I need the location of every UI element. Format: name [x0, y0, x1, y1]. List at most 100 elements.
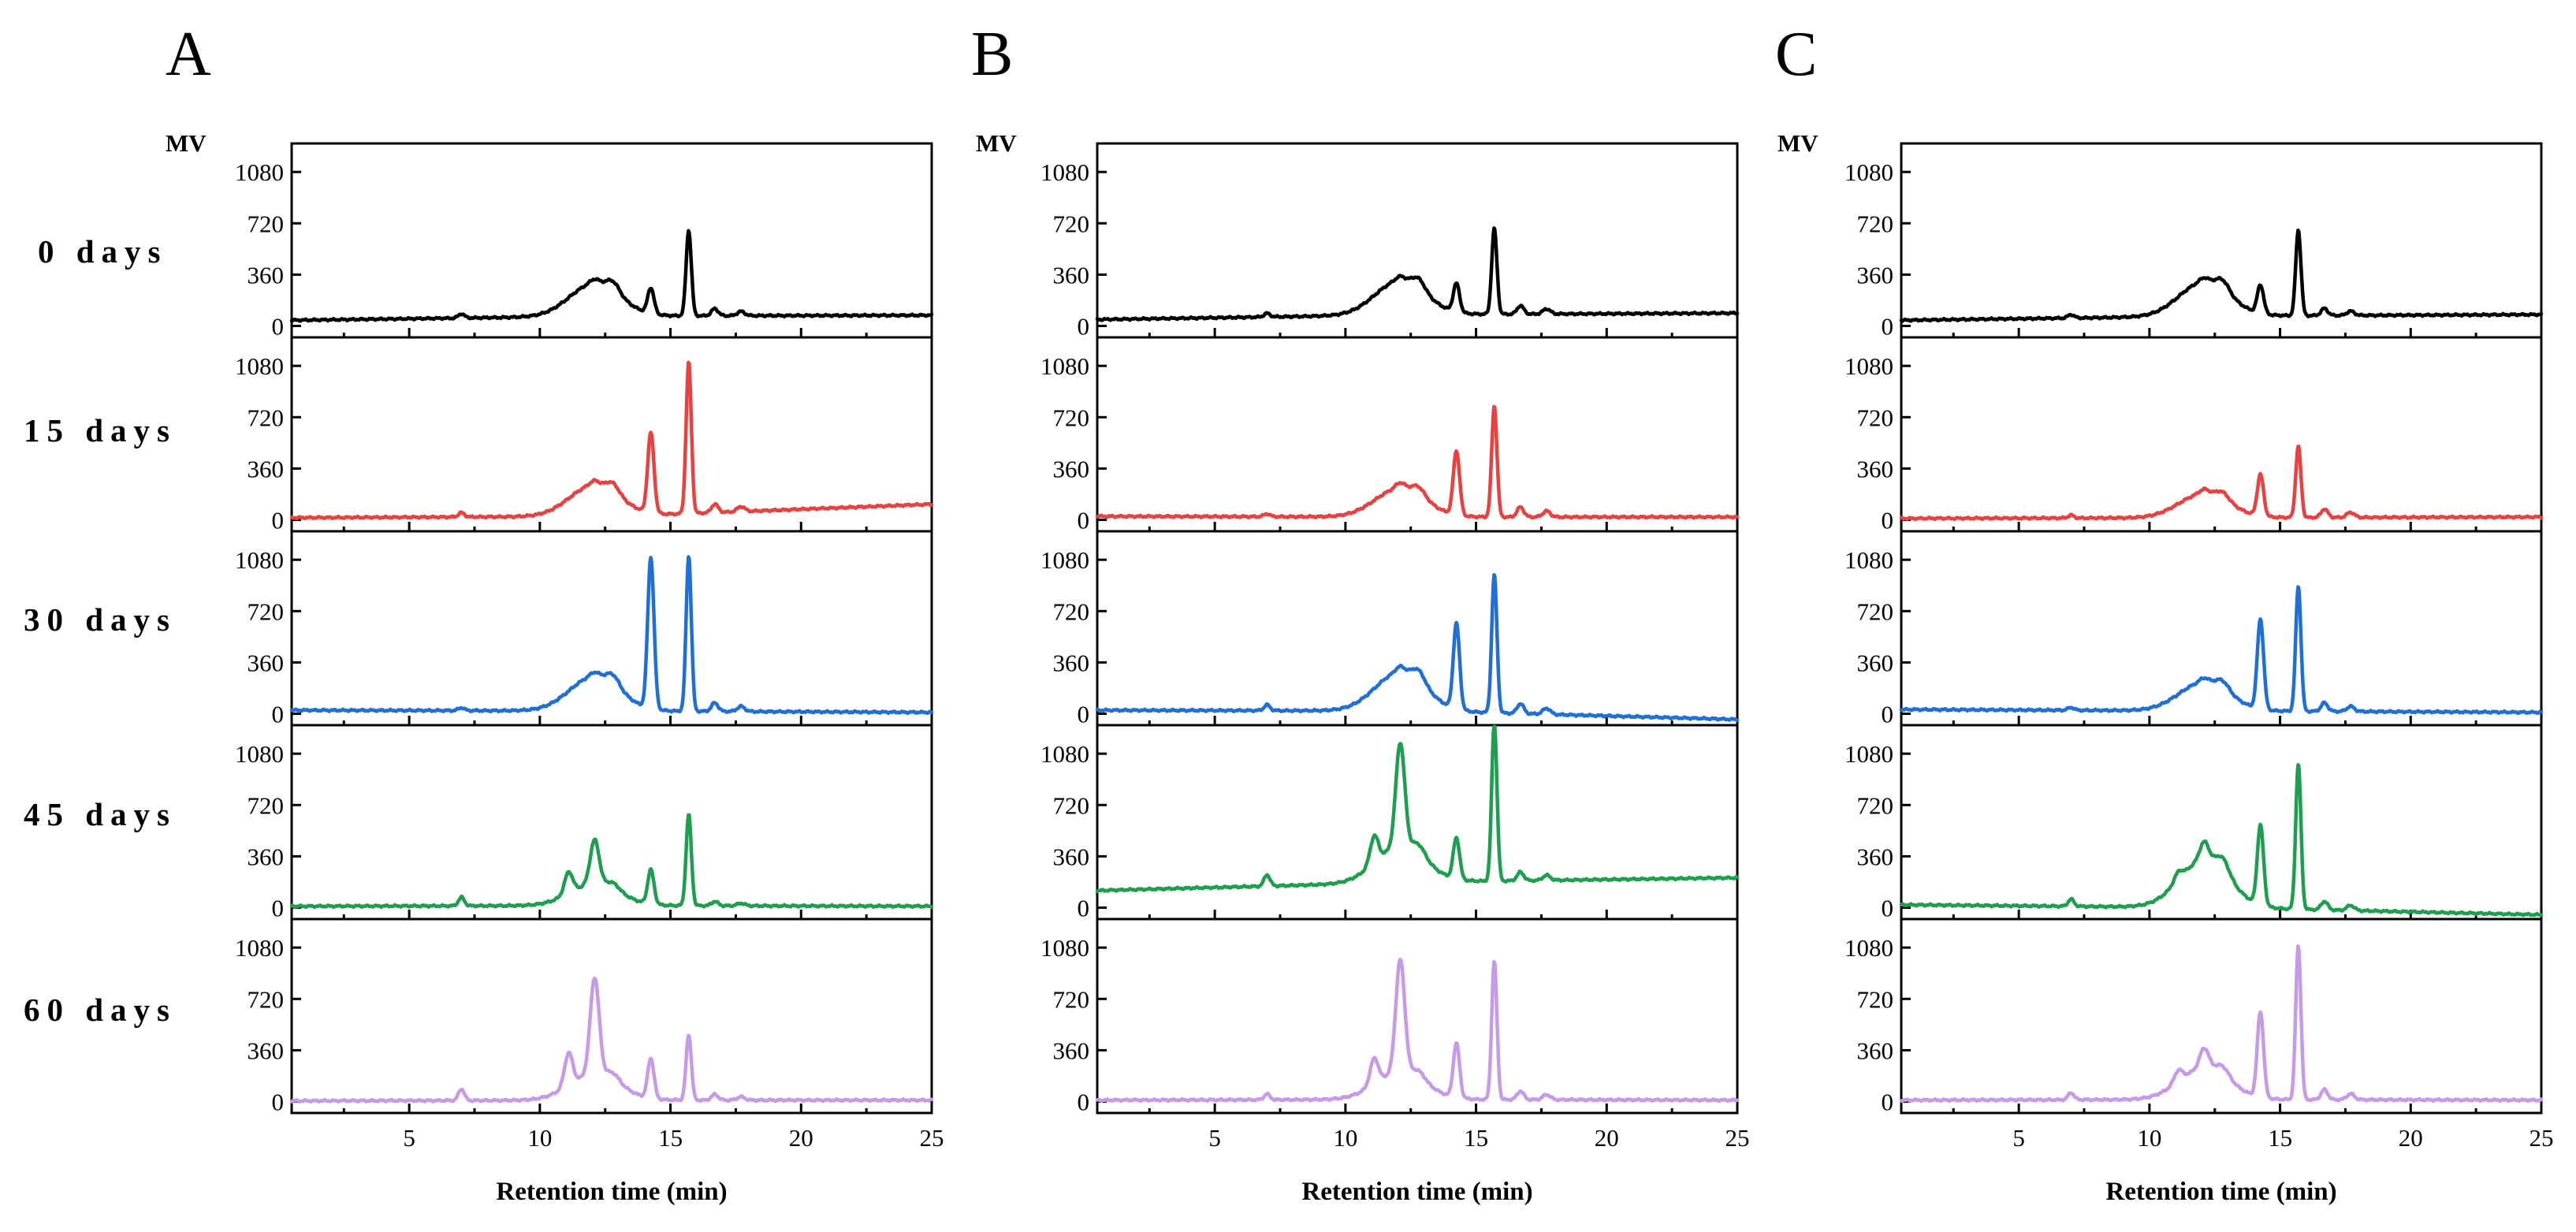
subplot-b-15-days: 0 360 720 1080: [1040, 336, 1740, 534]
plot-frame: [1096, 917, 1739, 1115]
y-tick-label: 1080: [235, 740, 284, 768]
plot-frame: [1900, 336, 2543, 533]
plot-frame: [290, 724, 933, 921]
chromatogram-trace-a-60-days: [289, 976, 934, 1104]
y-tick-label: 360: [248, 261, 285, 288]
chromatogram-trace-b-60-days: [1095, 957, 1740, 1104]
y-tick-label: 720: [1857, 791, 1894, 819]
y-tick-label: 0: [272, 1089, 285, 1116]
x-axis-title-a: Retention time (min): [496, 1178, 727, 1206]
y-tick-label: 720: [1857, 985, 1894, 1013]
chromatogram-trace-c-0-days: [1899, 228, 2544, 323]
plot-frame: [290, 336, 933, 533]
chromatogram-trace-a-15-days: [289, 360, 934, 521]
x-tick-label: 20: [789, 1124, 813, 1152]
plot-frame: [290, 530, 933, 727]
y-tick-label: 360: [1857, 455, 1894, 482]
x-tick-label: 15: [1464, 1124, 1488, 1152]
y-tick-label: 360: [1857, 261, 1894, 288]
y-tick-label: 1080: [1040, 546, 1089, 574]
x-tick-label: 5: [403, 1124, 415, 1152]
row-label-30-days: 30 days: [24, 601, 177, 638]
y-tick-label: 360: [1053, 843, 1090, 870]
subplot-b-0-days: 0 360 720 1080: [1040, 142, 1740, 341]
y-tick-label: 0: [1078, 895, 1090, 922]
y-tick-label: 720: [1053, 210, 1090, 237]
x-tick-label: 10: [2137, 1124, 2161, 1152]
y-tick-label: 0: [1078, 313, 1090, 341]
subplot-c-60-days: 0 360 720 1080 5 10 15 20 25: [1845, 917, 2554, 1152]
y-unit-label-b: MV: [976, 129, 1017, 157]
subplot-a-15-days: 0 360 720 1080: [235, 336, 934, 534]
x-tick-label: 10: [527, 1124, 552, 1152]
y-tick-label: 1080: [235, 352, 284, 380]
plot-frame: [1096, 142, 1739, 339]
plot-frame: [1096, 530, 1739, 727]
y-tick-label: 720: [1053, 985, 1090, 1013]
y-tick-label: 1080: [235, 158, 284, 186]
chromatogram-trace-b-30-days: [1095, 573, 1740, 723]
y-tick-label: 1080: [235, 546, 284, 574]
y-tick-label: 1080: [1845, 352, 1893, 380]
panel-letter-a: A: [166, 20, 211, 89]
y-tick-label: 360: [1053, 455, 1090, 482]
panel-letter-c: C: [1775, 20, 1817, 89]
y-tick-label: 0: [1882, 507, 1894, 534]
x-tick-label: 20: [2399, 1124, 2423, 1152]
y-tick-label: 720: [248, 791, 285, 819]
x-tick-label: 25: [920, 1124, 944, 1152]
row-label-0-days: 0 days: [38, 233, 168, 270]
y-tick-label: 360: [248, 455, 285, 482]
y-tick-label: 0: [272, 701, 285, 728]
y-tick-label: 360: [1053, 649, 1090, 676]
y-tick-label: 360: [248, 843, 285, 870]
y-tick-label: 1080: [1040, 740, 1089, 768]
y-tick-label: 720: [1857, 210, 1894, 237]
chromatogram-trace-c-45-days: [1899, 763, 2544, 917]
chromatogram-trace-a-45-days: [289, 813, 934, 910]
y-tick-label: 360: [1053, 1037, 1090, 1064]
y-tick-label: 360: [1857, 843, 1894, 870]
plot-frame: [1900, 530, 2543, 727]
y-tick-label: 720: [248, 985, 285, 1013]
plot-frame: [1900, 917, 2543, 1115]
y-tick-label: 0: [1882, 313, 1894, 341]
y-tick-label: 720: [248, 404, 285, 431]
panel-b: 0 360 720 1080 0 360 720 1080 0 360 720 1080 0 360 720…: [1040, 142, 1750, 1152]
row-label-60-days: 60 days: [24, 992, 177, 1028]
panel-letter-b: B: [971, 20, 1013, 89]
y-tick-label: 1080: [235, 934, 284, 962]
x-tick-label: 15: [658, 1124, 683, 1152]
y-tick-label: 360: [248, 1037, 285, 1064]
plot-frame: [290, 917, 933, 1115]
x-tick-label: 5: [2012, 1124, 2025, 1152]
y-tick-label: 720: [1857, 597, 1894, 625]
x-tick-label: 15: [2268, 1124, 2292, 1152]
row-label-45-days: 45 days: [24, 796, 177, 832]
plot-area-group: 0 360 720 1080 0 360 720 1080 0 360 720 1080 0 360 720…: [235, 142, 2554, 1152]
subplot-c-30-days: 0 360 720 1080: [1845, 530, 2544, 728]
panel-c: 0 360 720 1080 0 360 720 1080 0 360 720 1080 0 360 720…: [1845, 142, 2554, 1152]
chromatogram-trace-c-60-days: [1899, 944, 2544, 1104]
x-tick-label: 10: [1333, 1124, 1357, 1152]
panel-a: 0 360 720 1080 0 360 720 1080 0 360 720 1080 0 360 720…: [235, 142, 944, 1152]
chromatogram-trace-b-0-days: [1095, 226, 1740, 322]
y-tick-label: 0: [272, 507, 285, 534]
y-tick-label: 0: [272, 313, 285, 341]
y-tick-label: 360: [1053, 261, 1090, 288]
y-tick-label: 720: [1857, 404, 1894, 431]
chromatogram-trace-b-45-days: [1095, 724, 1740, 894]
y-tick-label: 720: [1053, 597, 1090, 625]
y-tick-label: 720: [248, 210, 285, 237]
y-tick-label: 1080: [1845, 740, 1893, 768]
y-tick-label: 0: [1078, 701, 1090, 728]
plot-frame: [290, 142, 933, 339]
y-tick-label: 0: [1882, 701, 1894, 728]
y-tick-label: 360: [1857, 1037, 1894, 1064]
y-tick-label: 0: [1078, 507, 1090, 534]
row-label-15-days: 15 days: [24, 412, 177, 449]
y-tick-label: 1080: [1040, 158, 1089, 186]
y-tick-label: 720: [1053, 404, 1090, 431]
chromatogram-trace-a-0-days: [289, 229, 934, 323]
y-unit-label-a: MV: [166, 129, 207, 157]
